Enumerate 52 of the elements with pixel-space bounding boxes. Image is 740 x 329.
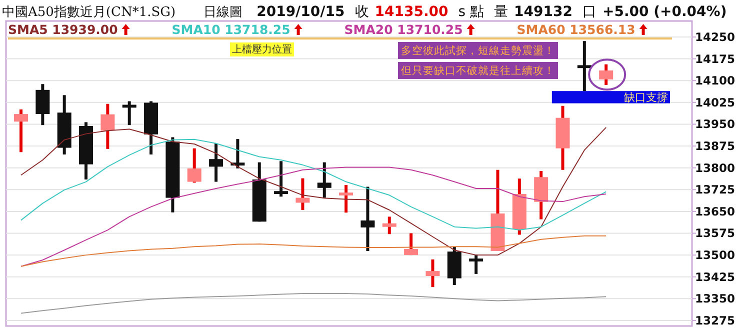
- candlestick: [360, 186, 375, 251]
- text: 14135.00: [374, 4, 449, 20]
- candlestick: [296, 178, 310, 210]
- text: 口: [582, 4, 596, 20]
- y-tick-label: 13500: [694, 248, 736, 262]
- line-series: [20, 138, 607, 231]
- candlestick: [187, 148, 202, 183]
- y-tick-label: 14025: [694, 95, 736, 110]
- band-label: 缺口支撐: [624, 91, 668, 104]
- y-tick-label: 13800: [694, 160, 736, 175]
- chart-subtitle: 日線圖: [204, 5, 243, 20]
- y-tick-label: 13425: [694, 270, 736, 284]
- y-tick-label: 13875: [694, 139, 736, 154]
- candlestick: [274, 161, 288, 197]
- y-tick-label: 13725: [694, 182, 736, 197]
- candlestick: [14, 109, 28, 152]
- text: 量: [494, 4, 508, 20]
- annotation: 多空彼此試探，短線走勢震盪！: [401, 44, 555, 57]
- line-series: [20, 166, 607, 267]
- ref-line-label: 上檔壓力位置: [232, 43, 292, 56]
- text: SMA20 13710.25: [344, 22, 463, 37]
- y-tick-label: 13575: [694, 226, 736, 240]
- candlestick: [426, 259, 440, 288]
- y-tick-label: 13275: [694, 313, 736, 328]
- line-series: [20, 235, 607, 267]
- annotation: 但只要缺口不破就是往上續攻！: [401, 64, 555, 77]
- y-tick-label: 13650: [694, 204, 736, 218]
- candlestick: [209, 143, 224, 182]
- text: 收: [354, 4, 369, 20]
- text: SMA10 13718.25: [172, 22, 290, 37]
- candlestick: [599, 64, 614, 85]
- y-tick-label: 13350: [694, 292, 736, 306]
- y-tick-label: 14175: [694, 52, 736, 66]
- text: SMA5 13939.00: [8, 22, 118, 37]
- candlestick: [469, 254, 484, 274]
- text: 149132: [514, 4, 572, 20]
- text: s 點: [458, 4, 484, 20]
- text: +5.00 (+0.04%): [602, 4, 727, 20]
- y-tick-label: 14100: [694, 74, 736, 88]
- candlestick: [382, 216, 396, 234]
- chart-title: 中國A50指數近月(CN*1.SG): [2, 5, 176, 20]
- candlestick: [339, 184, 354, 213]
- candlestick: [122, 101, 136, 126]
- text: SMA60 13566.13: [516, 22, 636, 37]
- y-tick-label: 13950: [694, 117, 736, 132]
- candlestick: [577, 41, 592, 92]
- y-tick-label: 14250: [694, 30, 736, 44]
- line-series: [20, 292, 607, 314]
- candlestick: [100, 104, 115, 149]
- text: 2019/10/15: [256, 4, 345, 20]
- candlestick: [317, 162, 332, 198]
- candlestick: [404, 233, 418, 256]
